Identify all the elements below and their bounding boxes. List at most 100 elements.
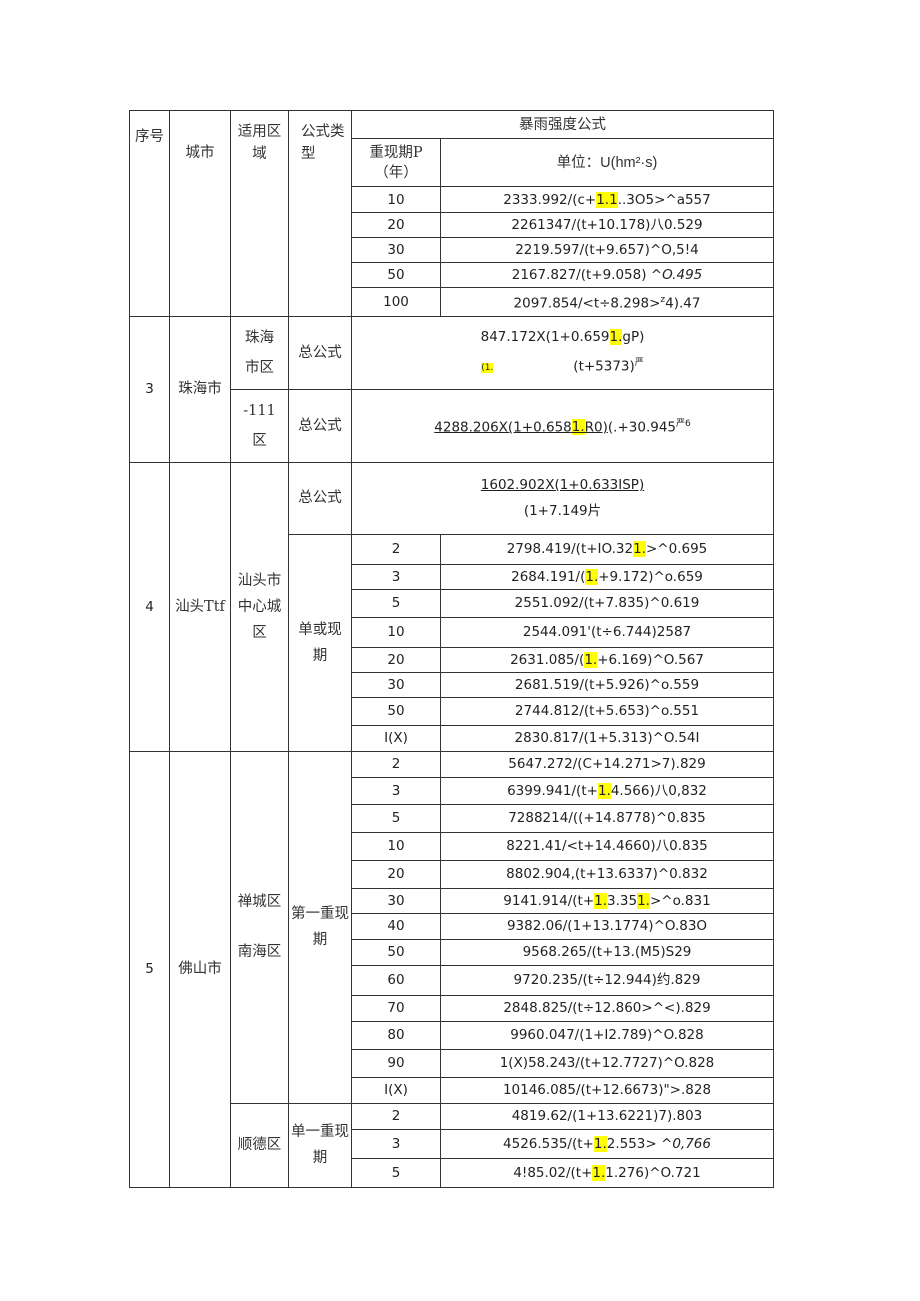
formula-text: 1.276)^O.721 xyxy=(605,1164,701,1181)
formula-prefix: (1. xyxy=(481,363,494,374)
formula-text: (t+5373) xyxy=(573,358,635,375)
formula-cell: 2631.085/(1.+6.169)^O.567 xyxy=(440,646,774,673)
general-formula-cell: 1602.902X(1+0.633ISP) (1+7.149片 xyxy=(351,461,774,535)
area-name-line: 禅城区 xyxy=(237,894,282,910)
table-row: 4 汕头Ttf 汕头市中心城区 总公式 1602.902X(1+0.633ISP) (1+… xyxy=(129,461,774,752)
formula-text: 4.566)八0,832 xyxy=(610,782,707,799)
formula-cell: 6399.941/(t+1.4.566)八0,832 xyxy=(440,776,774,805)
table-row: 序号 城市 适用区域 公式类型 暴雨强度公式 xyxy=(129,110,774,317)
formula-type: 单或现期 xyxy=(288,533,352,752)
formula-superscript: 严 xyxy=(634,357,644,368)
formula-numerator: 4288.206X(1+0.6581.R0) xyxy=(434,419,608,436)
formula-cell: 7288214/((+14.8778)^0.835 xyxy=(440,803,774,833)
formula-cell: 2848.825/(t÷12.860>^<).829 xyxy=(440,994,774,1022)
period-cell: 30 xyxy=(351,671,441,698)
table-row: I(X) 2830.817/(1+5.313)^O.54I xyxy=(130,724,774,752)
period-cell: 2 xyxy=(351,750,441,778)
formula-cell: 2544.091'(t÷6.744)2587 xyxy=(440,616,774,648)
formula-cell: 2219.597/(t+9.657)^O,5!4 xyxy=(440,237,774,263)
formula-cell: 9960.047/(1+I2.789)^O.828 xyxy=(440,1020,774,1050)
formula-text: 1(X)58.243/(t+12.7727)^O.828 xyxy=(499,1055,715,1071)
area-name: 珠海市区 xyxy=(230,315,289,390)
formula-cell: 2830.817/(1+5.313)^O.54I xyxy=(440,724,774,752)
period-cell: 70 xyxy=(351,994,441,1022)
formula-text: 4819.62/(1+13.6221)7).803 xyxy=(511,1108,703,1124)
formula-text: 9960.047/(1+I2.789)^O.828 xyxy=(510,1027,704,1043)
formula-cell: 2261347/(t+10.178)八0.529 xyxy=(440,212,774,238)
formula-text: ..3O5>^a557 xyxy=(617,191,711,208)
highlighted-text: 1. xyxy=(592,1164,606,1181)
table-row: 20 2631.085/(1.+6.169)^O.567 xyxy=(130,646,774,673)
formula-superscript: z xyxy=(660,295,666,305)
table-row: I(X) 10146.085/(t+12.6673)">.828 xyxy=(130,1076,774,1104)
formula-text: (.+30.945 xyxy=(607,419,676,436)
formula-text: 2551.092/(t+7.835)^0.619 xyxy=(514,595,700,611)
area-name: 禅城区 南海区 xyxy=(230,750,289,1104)
formula-text: 4!85.02/(t+ xyxy=(513,1164,593,1181)
city-name-line: 汕头Ttf xyxy=(175,598,225,615)
formula-text: >^o.831 xyxy=(649,892,711,909)
area-name: 汕头市中心城区 xyxy=(230,461,289,752)
table-row: 10 8221.41/<t+14.4660)八0.835 xyxy=(130,831,774,861)
formula-cell: 2681.519/(t+5.926)^o.559 xyxy=(440,671,774,698)
formula-cell: 9141.914/(t+1.3.351.>^o.831 xyxy=(440,887,774,914)
formula-type: 单一重现期 xyxy=(288,1102,352,1188)
formula-text: 4288.206X(1+0.658 xyxy=(434,419,572,436)
city-name: 汕头Ttf xyxy=(169,461,231,752)
formula-text: 7288214/((+14.8778)^0.835 xyxy=(508,810,706,826)
area-name: 顺德区 xyxy=(230,1102,289,1188)
highlighted-text: 1. xyxy=(609,328,623,345)
formula-denominator: (1. (t+5373)严 xyxy=(352,350,773,382)
unit-label: 单位： xyxy=(556,154,601,171)
formula-text: 2219.597/(t+9.657)^O,5!4 xyxy=(515,242,699,258)
header-city: 城市 xyxy=(169,110,231,317)
formula-cell: 2684.191/(1.+9.172)^o.659 xyxy=(440,563,774,590)
formula-denominator: (1+7.149片 xyxy=(523,503,602,519)
period-cell: 90 xyxy=(351,1048,441,1078)
formula-text: 2684.191/( xyxy=(511,568,586,585)
table-row: -111区 总公式 4288.206X(1+0.6581.R0)(.+30.945严… xyxy=(130,388,774,463)
header-formula-title: 暴雨强度公式 xyxy=(351,110,774,139)
formula-cell: 9382.06/(1+13.1774)^O.83O xyxy=(440,912,774,940)
table-row: 30 2219.597/(t+9.657)^O,5!4 xyxy=(130,237,774,263)
formula-text: 3.35 xyxy=(607,892,638,909)
period-cell: 60 xyxy=(351,964,441,996)
formula-superscript: 严6 xyxy=(676,418,691,429)
formula-cell: 8802.904,(t+13.6337)^0.832 xyxy=(440,859,774,889)
formula-text: 2.553> xyxy=(606,1135,662,1152)
period-cell: 80 xyxy=(351,1020,441,1050)
table-row: 30 2681.519/(t+5.926)^o.559 xyxy=(130,671,774,698)
city-name: 珠海市 xyxy=(169,315,231,463)
formula-text: ^0,766 xyxy=(661,1135,711,1152)
table-row: 5 2551.092/(t+7.835)^0.619 xyxy=(130,588,774,618)
formula-cell: 2744.812/(t+5.653)^o.551 xyxy=(440,696,774,726)
table-row: 70 2848.825/(t÷12.860>^<).829 xyxy=(130,994,774,1022)
formula-numerator: 1602.902X(1+0.633ISP) xyxy=(480,477,645,493)
period-cell: 50 xyxy=(351,696,441,726)
period-cell: 5 xyxy=(351,1157,441,1188)
formula-text: 5647.272/(C+14.271>7).829 xyxy=(508,756,706,772)
table-row: 10 2333.992/(c+1.1..3O5>^a557 xyxy=(130,186,774,213)
highlighted-text: 1.1 xyxy=(596,191,618,208)
table-row: 5 4!85.02/(t+1.1.276)^O.721 xyxy=(130,1157,774,1188)
table-row: 5 7288214/((+14.8778)^0.835 xyxy=(130,803,774,833)
table-row: 重现期P（年） 单位：U(hm²·s) xyxy=(130,138,774,187)
formula-cell: 4!85.02/(t+1.1.276)^O.721 xyxy=(440,1157,774,1188)
formula-text: ^O.495 xyxy=(650,267,703,283)
formula-text: 2544.091'(t÷6.744)2587 xyxy=(522,624,692,640)
table-row: 3 珠海市 珠海市区 总公式 847.172X(1+0.6591.gP) (1. (t+53… xyxy=(129,315,774,463)
highlighted-text: 1. xyxy=(637,892,650,909)
formula-cell: 9568.265/(t+13.(M5)S29 xyxy=(440,938,774,966)
header-unit: 单位：U(hm²·s) xyxy=(440,138,774,187)
period-cell: 50 xyxy=(351,262,441,288)
formula-cell: 5647.272/(C+14.271>7).829 xyxy=(440,750,774,778)
formula-text: 2830.817/(1+5.313)^O.54I xyxy=(514,730,700,746)
formula-text: 2744.812/(t+5.653)^o.551 xyxy=(514,703,700,719)
formula-text: 10146.085/(t+12.6673)">.828 xyxy=(502,1082,712,1098)
table-row: 顺德区 单一重现期 2 4819.62/(1+13.6221)7).803 xyxy=(130,1102,774,1188)
highlighted-text: 1. xyxy=(597,782,611,799)
formula-cell: 2167.827/(t+9.058) ^O.495 xyxy=(440,262,774,288)
formula-text: 2681.519/(t+5.926)^o.559 xyxy=(514,676,700,693)
formula-text: 2848.825/(t÷12.860>^<).829 xyxy=(503,1000,711,1016)
period-cell: 30 xyxy=(351,237,441,263)
